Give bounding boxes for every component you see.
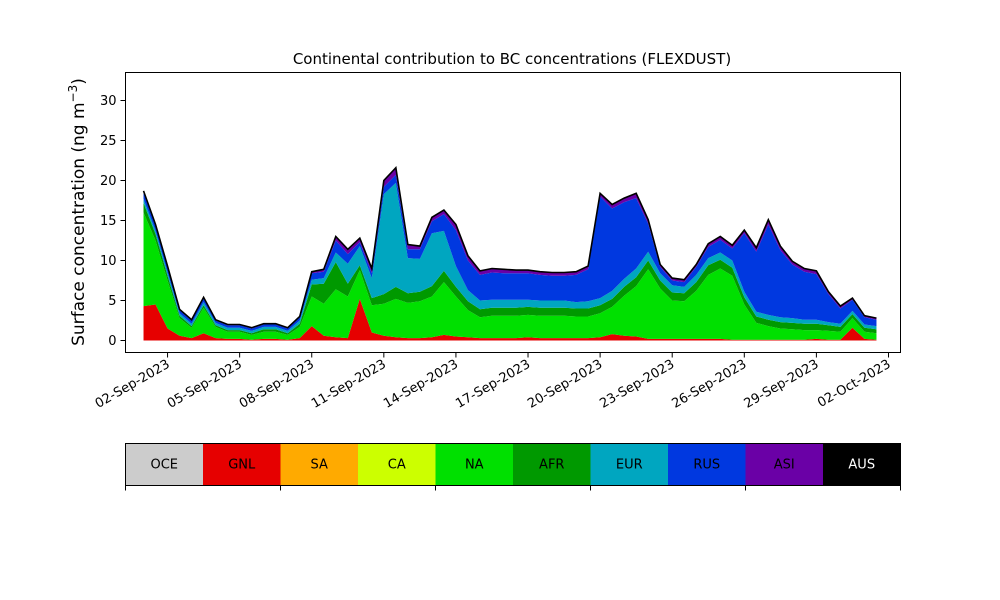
legend-label-asi: ASI <box>774 458 795 473</box>
legend-label-ca: CA <box>388 458 406 473</box>
legend-label-na: NA <box>465 458 484 473</box>
legend-swatch-sa <box>280 443 359 486</box>
legend-label-rus: RUS <box>693 458 720 473</box>
y-tick-label: 15 <box>100 214 117 229</box>
legend-label-gnl: GNL <box>228 458 256 473</box>
legend-colorbar: OCE GNL SA CA NA AFR EUR RUS ASI AUS <box>125 443 901 491</box>
y-axis-label: Surface concentration (ng m−3) <box>66 78 89 346</box>
plot-frame <box>125 72 901 353</box>
x-tick-label: 02-Oct-2023 <box>815 357 893 411</box>
area-rus <box>143 174 877 331</box>
y-tick-label: 25 <box>100 134 117 149</box>
y-tick-label: 20 <box>100 174 117 189</box>
chart-title: Continental contribution to BC concentra… <box>293 50 731 68</box>
legend-swatch-eur <box>590 443 669 486</box>
legend-swatch-na <box>435 443 514 486</box>
y-tick-label: 10 <box>100 254 117 269</box>
area-afr <box>143 202 877 335</box>
y-axis-label-close: ) <box>69 78 89 85</box>
legend-label-afr: AFR <box>539 458 564 473</box>
legend-swatch-ca <box>358 443 436 486</box>
legend-swatch-oce <box>125 443 204 486</box>
y-tick-label: 30 <box>100 94 117 109</box>
legend-swatch-afr <box>513 443 591 486</box>
legend-swatch-asi <box>745 443 824 486</box>
area-eur <box>143 182 877 334</box>
x-tick-label: 26-Sep-2023 <box>669 357 749 412</box>
x-tick-label: 23-Sep-2023 <box>597 357 677 412</box>
y-tick-label: 0 <box>108 334 116 349</box>
x-axis: 02-Sep-202305-Sep-202308-Sep-202311-Sep-… <box>93 352 893 412</box>
legend-swatch-aus <box>823 443 901 486</box>
x-tick-label: 02-Sep-2023 <box>93 357 173 412</box>
x-tick-label: 08-Sep-2023 <box>237 357 317 412</box>
legend-label-eur: EUR <box>616 458 643 473</box>
x-tick-label: 20-Sep-2023 <box>525 357 605 412</box>
area-na <box>143 212 877 340</box>
y-axis-label-main: Surface concentration (ng m <box>69 102 89 345</box>
legend-frame <box>125 443 901 486</box>
x-tick-label: 17-Sep-2023 <box>453 357 533 412</box>
x-tick-label: 11-Sep-2023 <box>309 357 389 412</box>
legend-label-aus: AUS <box>848 458 875 473</box>
x-tick-label: 29-Sep-2023 <box>742 357 822 412</box>
legend-label-oce: OCE <box>150 458 178 473</box>
stacked-areas <box>143 167 877 341</box>
y-axis-label-superscript: −3 <box>66 85 80 103</box>
y-axis: 0 5 10 15 20 25 30 <box>100 94 126 349</box>
legend-swatch-gnl <box>203 443 281 486</box>
legend-label-sa: SA <box>311 458 328 473</box>
x-tick-label: 14-Sep-2023 <box>381 357 461 412</box>
x-tick-label: 05-Sep-2023 <box>165 357 245 412</box>
y-tick-label: 5 <box>108 294 116 309</box>
legend-swatch-rus <box>668 443 746 486</box>
total-line <box>142 165 877 329</box>
total-concentration-line <box>142 165 877 329</box>
